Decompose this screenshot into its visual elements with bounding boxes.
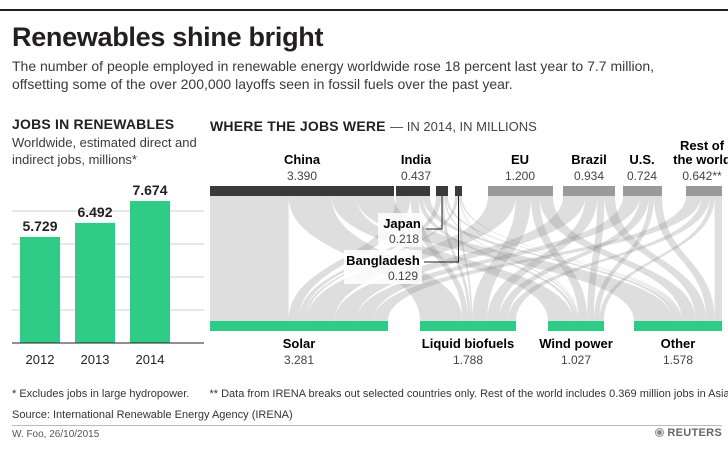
- sankey-flow: [356, 196, 640, 321]
- target-name-label: Wind power: [539, 336, 613, 351]
- sankey-flow: [356, 196, 673, 321]
- reuters-logo-text: REUTERS: [667, 427, 722, 439]
- x-tick-label: 2012: [26, 352, 55, 367]
- sankey-flow: [441, 196, 471, 321]
- bar-2014: [130, 201, 170, 343]
- top-rule: [0, 9, 728, 11]
- reuters-logo-icon: [655, 428, 665, 437]
- source-bar-1: [396, 186, 430, 196]
- japan-leader-line: [426, 196, 443, 230]
- sankey-flow: [457, 196, 473, 321]
- target-value-label: 1.578: [663, 353, 693, 367]
- jobs-bar-chart: 5.729 2012 6.492 2013 7.674 2014: [12, 182, 204, 367]
- sankey-flow: [445, 196, 681, 321]
- target-value-label: 1.788: [453, 353, 483, 367]
- source-bar-2: [436, 186, 448, 196]
- headline: Renewables shine bright: [12, 22, 324, 52]
- bar-value-label: 6.492: [77, 204, 112, 220]
- source-value-label: 0.934: [574, 169, 604, 183]
- bangladesh-label-bg: [344, 250, 422, 284]
- sankey-flow: [373, 196, 702, 321]
- source-name-label: China: [284, 152, 321, 167]
- sankey-flow: [599, 196, 715, 321]
- target-bar-1: [420, 321, 516, 331]
- source-name-label: the world: [673, 152, 728, 167]
- sankey-flow: [507, 196, 710, 321]
- source-value-label: 0.724: [627, 169, 657, 183]
- sankey-flow: [472, 196, 531, 321]
- target-value-label: 1.027: [561, 353, 591, 367]
- target-bar-3: [634, 321, 722, 331]
- source-value-label: 1.200: [505, 169, 535, 183]
- source-name-label: Bangladesh: [346, 253, 420, 268]
- source-name-label: U.S.: [629, 152, 654, 167]
- source-bar-3: [455, 186, 462, 196]
- sankey-flow: [653, 196, 715, 321]
- sankey-flow: [714, 196, 722, 321]
- credit: W. Foo, 26/10/2015: [12, 429, 100, 440]
- source-bar-7: [686, 186, 722, 196]
- source-note: Source: International Renewable Energy A…: [12, 409, 293, 421]
- bar-value-label: 7.674: [132, 182, 167, 198]
- source-name-label: EU: [511, 152, 529, 167]
- target-bar-0: [210, 321, 388, 331]
- sankey-flow: [587, 196, 605, 321]
- sankey-flow: [331, 196, 573, 321]
- bangladesh-leader-line: [424, 196, 459, 263]
- right-panel-heading: WHERE THE JOBS WERE — IN 2014, IN MILLIO…: [210, 118, 537, 136]
- source-bar-0: [210, 186, 394, 196]
- right-panel-subtitle: — IN 2014, IN MILLIONS: [390, 119, 537, 134]
- source-value-label: 0.437: [401, 169, 431, 183]
- source-name-label: Brazil: [571, 152, 606, 167]
- source-bar-4: [488, 186, 553, 196]
- sankey-flow: [210, 196, 289, 321]
- target-name-label: Other: [661, 336, 696, 351]
- sankey-flow: [418, 196, 576, 321]
- footnote-hydropower: * Excludes jobs in large hydropower.: [12, 388, 190, 400]
- sankey-flow: [460, 196, 682, 321]
- source-bar-5: [563, 186, 615, 196]
- sankey-flow: [423, 196, 678, 321]
- sankey-flows: [210, 196, 722, 321]
- sankey-flow: [487, 196, 598, 321]
- reuters-logo: REUTERS: [655, 427, 722, 439]
- japan-label-bg: [378, 213, 422, 247]
- sankey-flow: [539, 196, 696, 321]
- right-panel-title: WHERE THE JOBS WERE: [210, 118, 386, 134]
- bar-value-label: 5.729: [22, 218, 57, 234]
- source-name-label: India: [401, 152, 432, 167]
- source-value-label: 0.129: [388, 269, 418, 283]
- target-value-label: 3.281: [284, 353, 314, 367]
- footer-rule: [12, 425, 722, 426]
- bar-2012: [20, 236, 60, 343]
- target-name-label: Liquid biofuels: [422, 336, 514, 351]
- footnote-irena: ** Data from IRENA breaks out selected c…: [209, 388, 728, 400]
- left-panel-title: JOBS IN RENEWABLES: [12, 116, 175, 132]
- source-name-label: Japan: [383, 216, 421, 231]
- jobs-sankey-chart: China 3.390 India 0.437 EU 1.200 Brazil 0.934 U.…: [210, 138, 728, 367]
- target-bar-2: [548, 321, 604, 331]
- dek: The number of people employed in renewab…: [12, 58, 655, 92]
- x-tick-label: 2014: [136, 352, 165, 367]
- sankey-flow: [443, 196, 578, 321]
- source-bar-6: [623, 186, 662, 196]
- left-panel-subtitle: Worldwide, estimated direct and indirect…: [12, 135, 197, 167]
- sankey-flow: [459, 196, 579, 321]
- source-value-label: 0.218: [389, 232, 419, 246]
- target-name-label: Solar: [283, 336, 316, 351]
- sankey-flow: [530, 196, 588, 321]
- bar-2013: [75, 222, 115, 343]
- sankey-flow: [594, 196, 654, 321]
- sankey-flow: [410, 196, 468, 321]
- footnotes-row: * Excludes jobs in large hydropower. ** …: [12, 388, 728, 400]
- source-value-label: 3.390: [287, 169, 317, 183]
- sankey-flow: [498, 196, 649, 321]
- x-tick-label: 2013: [81, 352, 110, 367]
- sankey-flow: [334, 196, 586, 321]
- source-value-label: 0.642**: [682, 169, 722, 183]
- source-name-label: Rest of: [680, 138, 725, 153]
- sankey-flow: [604, 196, 707, 321]
